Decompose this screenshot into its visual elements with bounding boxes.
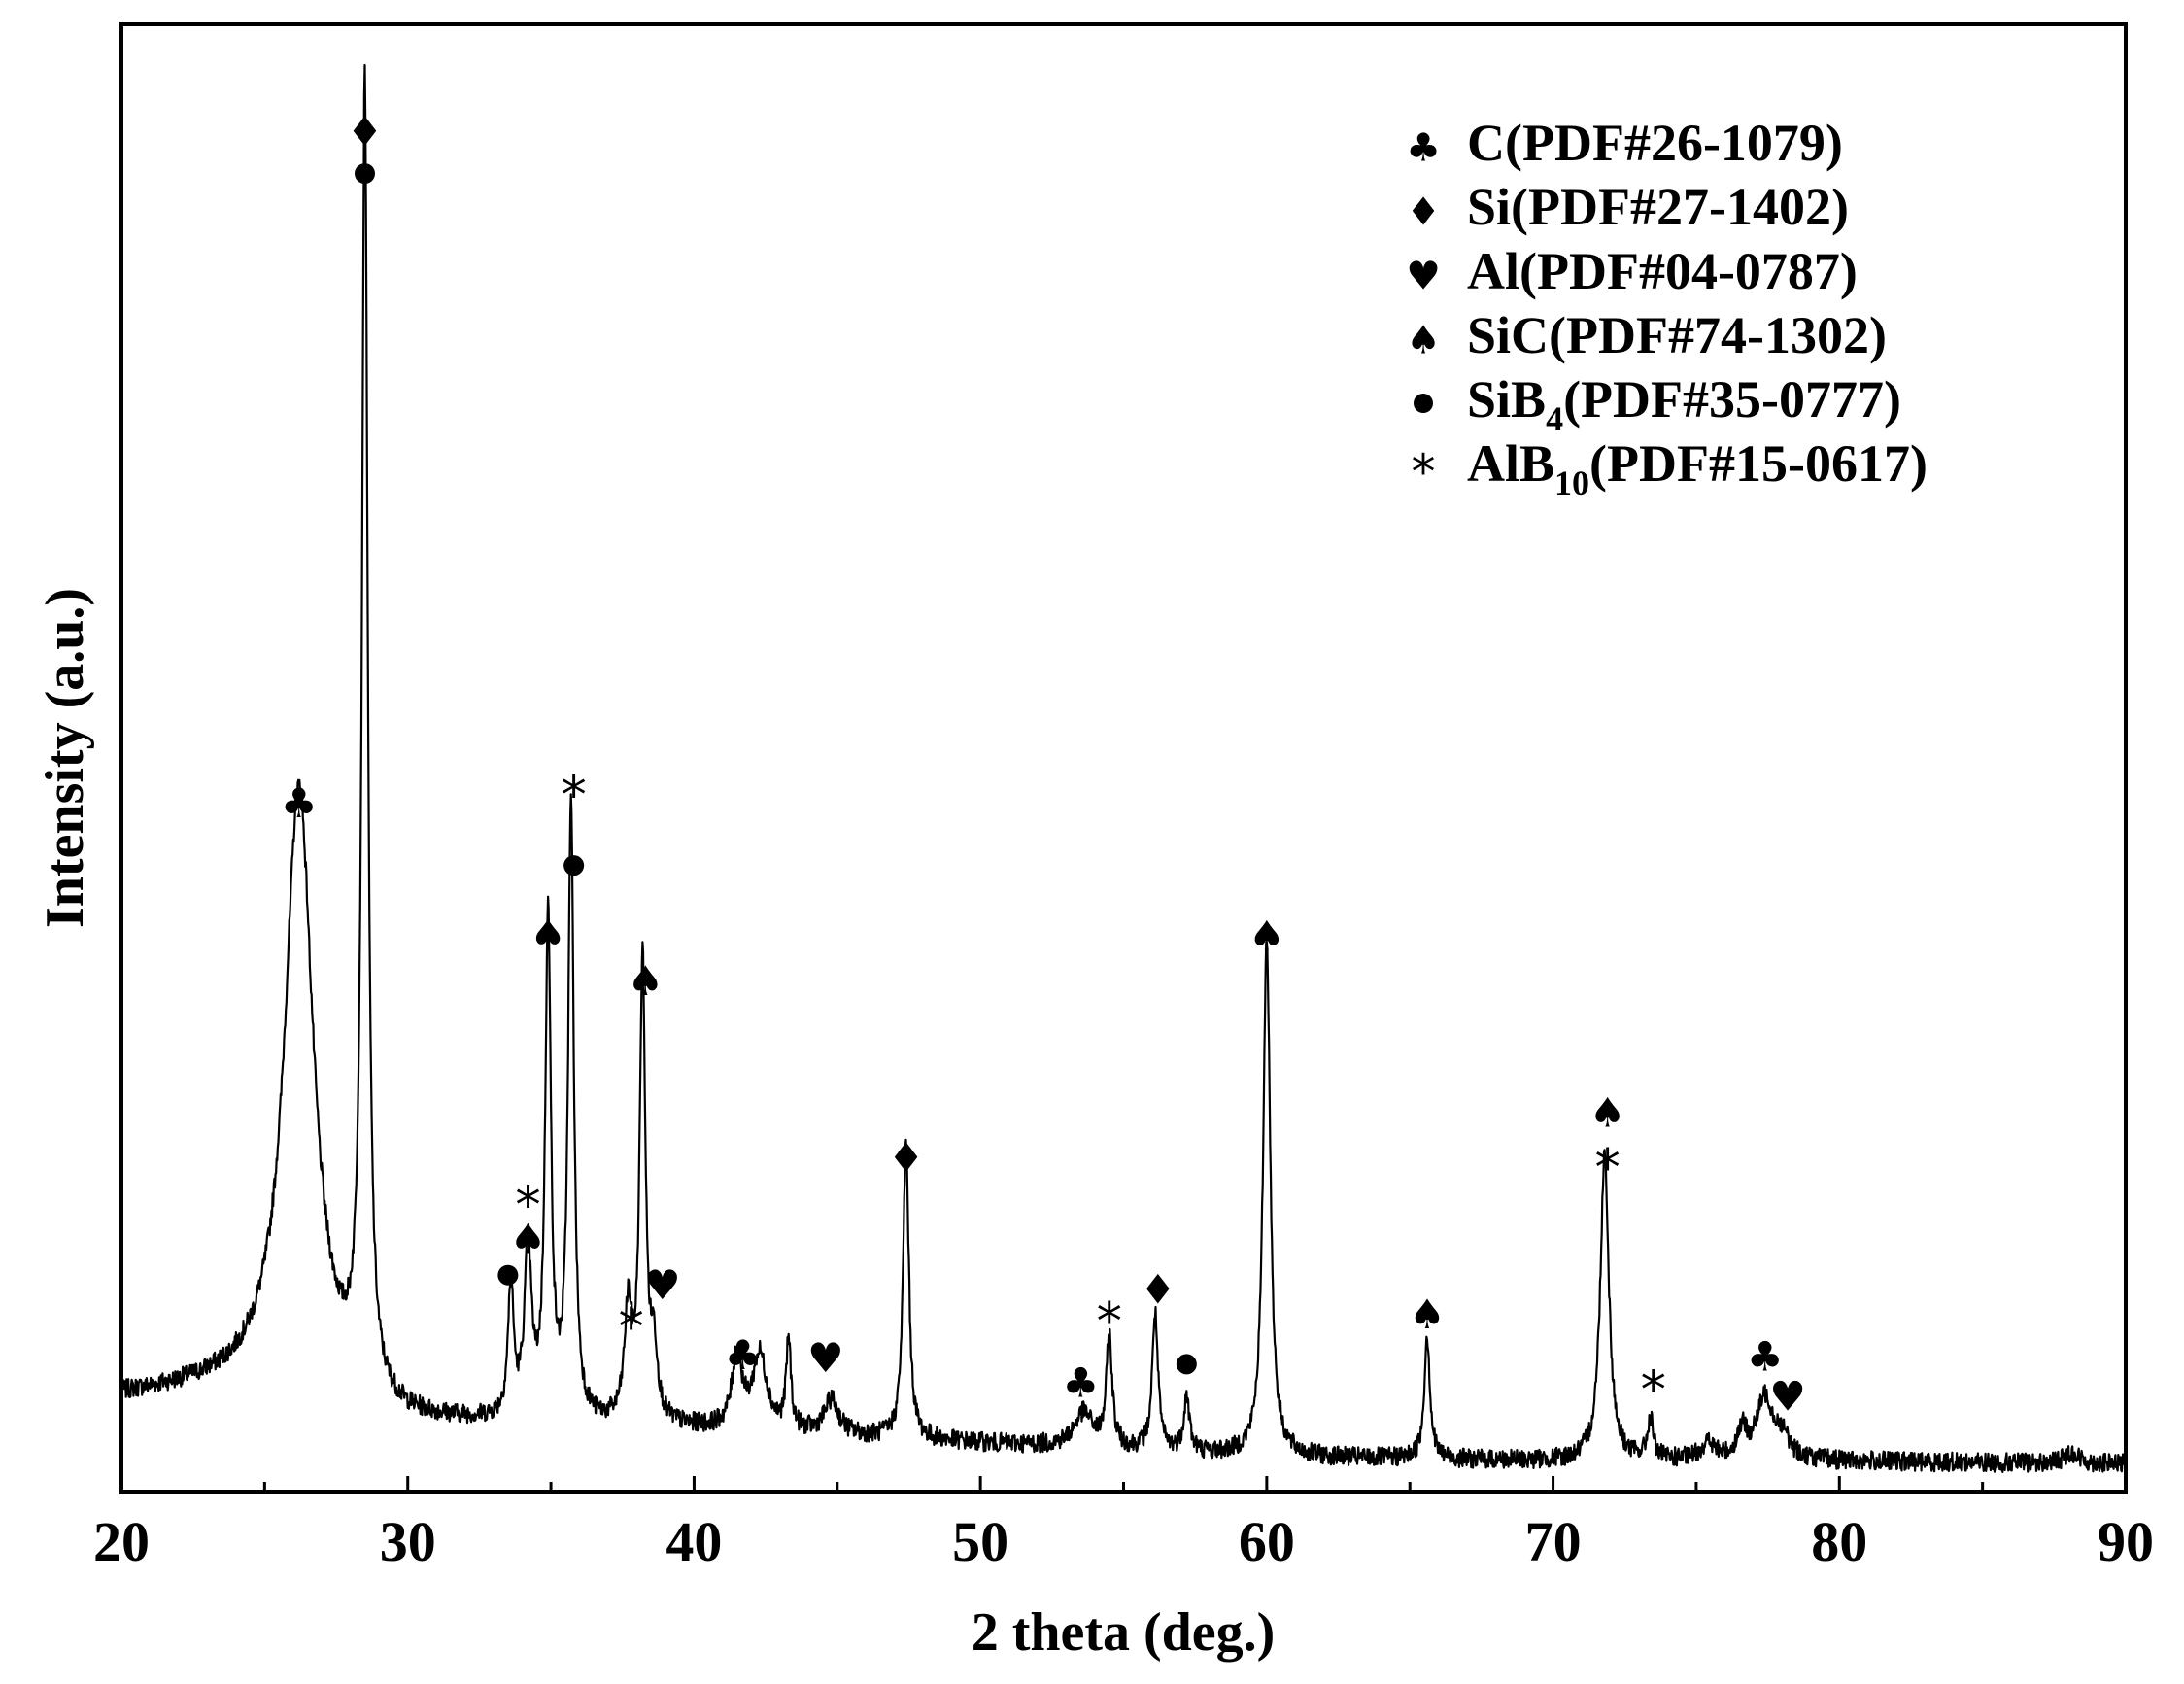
asterisk-marker: * <box>515 1176 540 1235</box>
y-axis-title: Intensity (a.u.) <box>35 588 95 928</box>
diamond-marker: ♦ <box>1406 189 1441 234</box>
x-tick-label: 80 <box>1811 1510 1867 1573</box>
club-marker: ♣ <box>1406 125 1441 170</box>
x-axis-tick-labels: 20 30 40 50 60 70 80 90 <box>93 1510 2154 1573</box>
spade-marker: ♠ <box>529 911 566 958</box>
heart-marker: ♥ <box>1769 1372 1806 1420</box>
spade-marker: ♠ <box>1409 1290 1446 1338</box>
asterisk-marker: * <box>562 766 587 825</box>
x-tick-label: 50 <box>952 1510 1008 1573</box>
dot-marker <box>355 163 376 185</box>
x-tick-label: 70 <box>1525 1510 1582 1573</box>
legend-label-si: Si(PDF#27-1402) <box>1467 178 1849 236</box>
peak-markers: ♣♦♠*♠**♥♠♣ ♥♦♣*♦♠♠*♠*♣♥ <box>281 108 1806 1420</box>
spade-marker: ♠ <box>1589 1089 1626 1137</box>
legend-label-sib4: SiB4(PDF#35-0777) <box>1467 370 1901 438</box>
spade-marker: ♠ <box>627 957 664 1005</box>
spade-marker: ♠ <box>1248 912 1285 960</box>
club-marker: ♣ <box>281 779 318 827</box>
club-marker: ♣ <box>1062 1358 1099 1406</box>
diamond-marker: ♦ <box>1140 1265 1177 1313</box>
dot-marker <box>1414 394 1433 413</box>
legend: ♣ C(PDF#26-1079) ♦ Si(PDF#27-1402) ♥ Al(PDF#0… <box>1406 114 1928 502</box>
asterisk-marker: * <box>1594 1139 1620 1198</box>
x-tick-label: 60 <box>1239 1510 1295 1573</box>
dot-marker <box>563 855 585 876</box>
spade-marker: ♠ <box>1406 318 1441 362</box>
asterisk-marker: * <box>618 1297 643 1357</box>
xrd-pattern-line <box>119 63 2128 1474</box>
x-axis-title: 2 theta (deg.) <box>972 1602 1276 1663</box>
x-tick-label: 40 <box>665 1510 722 1573</box>
club-marker: ♣ <box>1747 1333 1784 1381</box>
diamond-marker: ♦ <box>888 1134 925 1182</box>
heart-marker: ♥ <box>1406 254 1441 298</box>
heart-marker: ♥ <box>807 1334 844 1382</box>
dot-marker <box>497 1264 519 1286</box>
legend-label-alb10: AlB10(PDF#15-0617) <box>1467 434 1928 502</box>
x-axis-ticks <box>119 1476 2128 1492</box>
dot-marker <box>1176 1354 1197 1375</box>
x-tick-label: 20 <box>93 1510 150 1573</box>
x-tick-label: 90 <box>2098 1510 2154 1573</box>
x-tick-label: 30 <box>380 1510 436 1573</box>
heart-marker: ♥ <box>644 1261 681 1309</box>
spade-marker: ♠ <box>510 1215 547 1262</box>
legend-label-sic: SiC(PDF#74-1302) <box>1467 306 1887 364</box>
diamond-marker: ♦ <box>347 108 384 155</box>
asterisk-marker: * <box>1412 444 1436 500</box>
legend-label-al: Al(PDF#04-0787) <box>1467 242 1858 300</box>
club-marker: ♣ <box>725 1331 762 1379</box>
asterisk-marker: * <box>1641 1360 1666 1420</box>
asterisk-marker: * <box>1097 1292 1122 1352</box>
legend-label-c: C(PDF#26-1079) <box>1467 114 1843 172</box>
